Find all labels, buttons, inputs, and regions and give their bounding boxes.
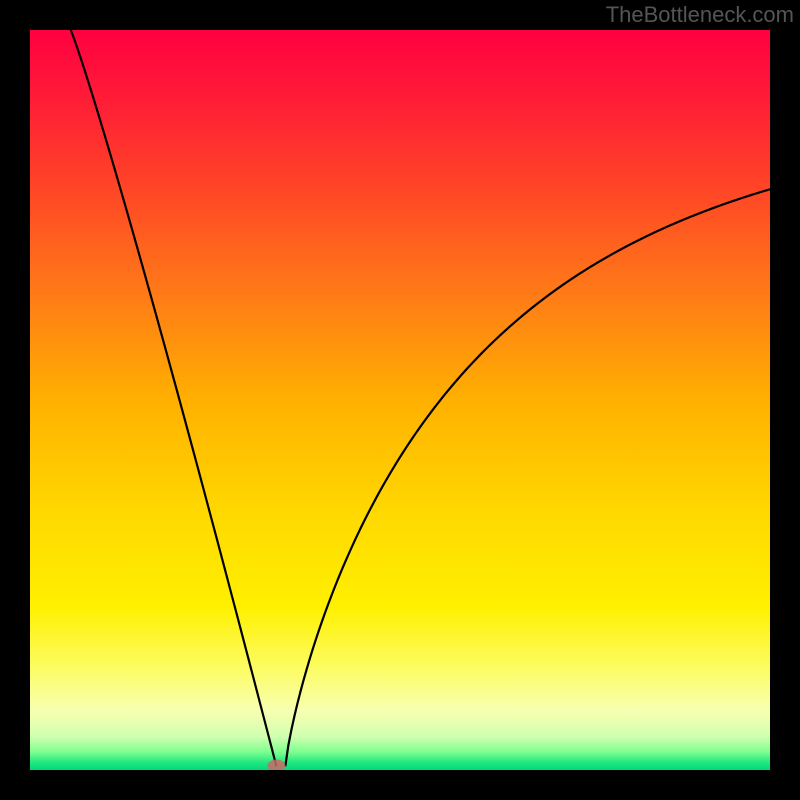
right-branch-curve — [285, 189, 770, 766]
chart-root: TheBottleneck.com — [0, 0, 800, 800]
left-branch-curve — [71, 30, 277, 766]
watermark-text: TheBottleneck.com — [606, 2, 794, 28]
curve-layer — [30, 30, 770, 770]
minimum-marker — [267, 760, 285, 770]
plot-area — [30, 30, 770, 770]
